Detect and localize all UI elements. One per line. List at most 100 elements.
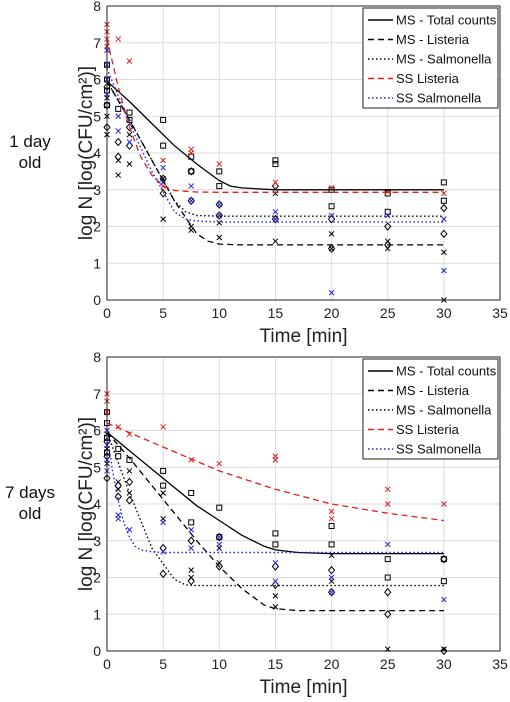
panel-side-label: 7 days — [5, 483, 55, 502]
data-point-diamond — [125, 496, 134, 505]
data-point-x — [160, 490, 166, 496]
legend-label: MS - Listeria — [396, 383, 470, 398]
data-point-x — [441, 267, 447, 274]
data-point-x — [126, 131, 133, 138]
y-tick-label: 5 — [93, 459, 101, 475]
data-point-x — [272, 559, 279, 566]
data-point-diamond — [187, 167, 195, 176]
data-point-square — [160, 116, 167, 123]
data-point-x — [160, 179, 166, 186]
y-tick-label: 3 — [93, 533, 101, 549]
data-point-diamond — [125, 123, 134, 132]
x-tick-label: 10 — [211, 305, 227, 321]
data-point-square — [272, 530, 279, 537]
data-point-square — [115, 453, 122, 460]
data-point-x — [441, 596, 447, 603]
plot-frame — [106, 5, 501, 301]
plot-frame — [106, 356, 501, 652]
data-point-x — [216, 460, 223, 467]
data-point-x — [272, 593, 279, 599]
y-tick-label: 0 — [93, 643, 101, 659]
data-point-diamond — [215, 562, 223, 571]
data-point-x — [126, 58, 133, 64]
data-point-x — [272, 216, 279, 223]
data-point-square — [216, 504, 223, 511]
x-tick-label: 20 — [324, 305, 340, 321]
data-point-x — [441, 249, 447, 256]
data-point-square — [188, 489, 195, 496]
data-point-diamond — [187, 196, 195, 206]
data-point-square — [160, 467, 167, 474]
data-point-square — [328, 523, 335, 530]
x-tick-label: 10 — [211, 656, 227, 672]
series-line — [106, 80, 444, 246]
legend-label: SS Listeria — [396, 422, 460, 437]
legend-label: SS Salmonella — [396, 442, 482, 457]
legend-label: MS - Total counts — [396, 13, 497, 28]
series-line — [106, 38, 444, 193]
series-line — [106, 432, 444, 587]
y-tick-label: 3 — [93, 182, 101, 198]
y-tick-label: 1 — [93, 606, 101, 622]
data-point-x — [126, 526, 133, 533]
data-point-x — [272, 578, 279, 585]
data-point-x — [216, 219, 223, 226]
y-tick-label: 8 — [93, 0, 101, 14]
data-point-diamond — [327, 244, 336, 253]
data-point-x — [188, 567, 195, 574]
y-tick-label: 0 — [93, 292, 101, 308]
data-point-x — [272, 238, 279, 245]
data-point-diamond — [215, 532, 223, 542]
legend-label: SS Listeria — [396, 71, 460, 86]
data-point-x — [188, 197, 195, 204]
data-point-diamond — [327, 587, 336, 597]
x-tick-label: 25 — [380, 656, 396, 672]
data-point-square — [216, 168, 223, 175]
data-point-x — [384, 212, 391, 219]
y-tick-label: 7 — [93, 386, 101, 402]
data-point-diamond — [384, 222, 392, 231]
legend: MS - Total counts MS - Listeria MS - Salmo… — [362, 358, 499, 460]
data-point-x — [272, 457, 279, 463]
series-line — [106, 431, 444, 612]
data-point-x — [272, 208, 279, 215]
data-point-x — [160, 164, 166, 171]
data-point-square — [272, 161, 279, 168]
y-tick-label: 8 — [93, 349, 101, 365]
data-point-diamond — [159, 569, 167, 579]
data-point-diamond — [271, 214, 280, 224]
data-point-x — [160, 216, 166, 223]
data-point-x — [216, 534, 223, 540]
data-point-diamond — [384, 240, 392, 250]
legend-box — [362, 358, 499, 460]
series-line — [106, 80, 444, 191]
x-tick-label: 15 — [268, 305, 284, 321]
legend-label: MS - Salmonella — [396, 52, 492, 67]
y-tick-label: 1 — [93, 255, 101, 271]
data-point-x — [216, 212, 223, 219]
y-tick-label: 7 — [93, 35, 101, 51]
data-point-diamond — [215, 200, 223, 209]
data-point-square — [115, 105, 122, 112]
data-point-square — [126, 109, 133, 116]
data-point-square — [272, 157, 279, 164]
x-tick-label: 15 — [268, 656, 284, 672]
data-point-x — [126, 468, 133, 474]
data-point-x — [188, 526, 195, 533]
y-tick-label: 4 — [93, 496, 101, 512]
data-point-x — [160, 519, 166, 526]
data-point-square — [384, 208, 391, 215]
data-point-x — [115, 172, 122, 178]
legend-label: MS - Salmonella — [396, 403, 492, 418]
data-point-square — [272, 541, 279, 548]
data-point-x — [328, 508, 335, 515]
data-point-x — [160, 423, 166, 430]
data-point-x — [188, 183, 195, 189]
x-tick-label: 0 — [103, 305, 111, 321]
chart-panel-2: 0 5 10 15 20 25 30 35 0 1 2 3 4 5 6 7 8 Time [min] log N [… — [5, 349, 508, 698]
y-tick-label: 2 — [93, 219, 101, 235]
data-point-x — [328, 574, 335, 581]
series-line — [106, 434, 444, 554]
data-point-diamond — [125, 477, 134, 487]
